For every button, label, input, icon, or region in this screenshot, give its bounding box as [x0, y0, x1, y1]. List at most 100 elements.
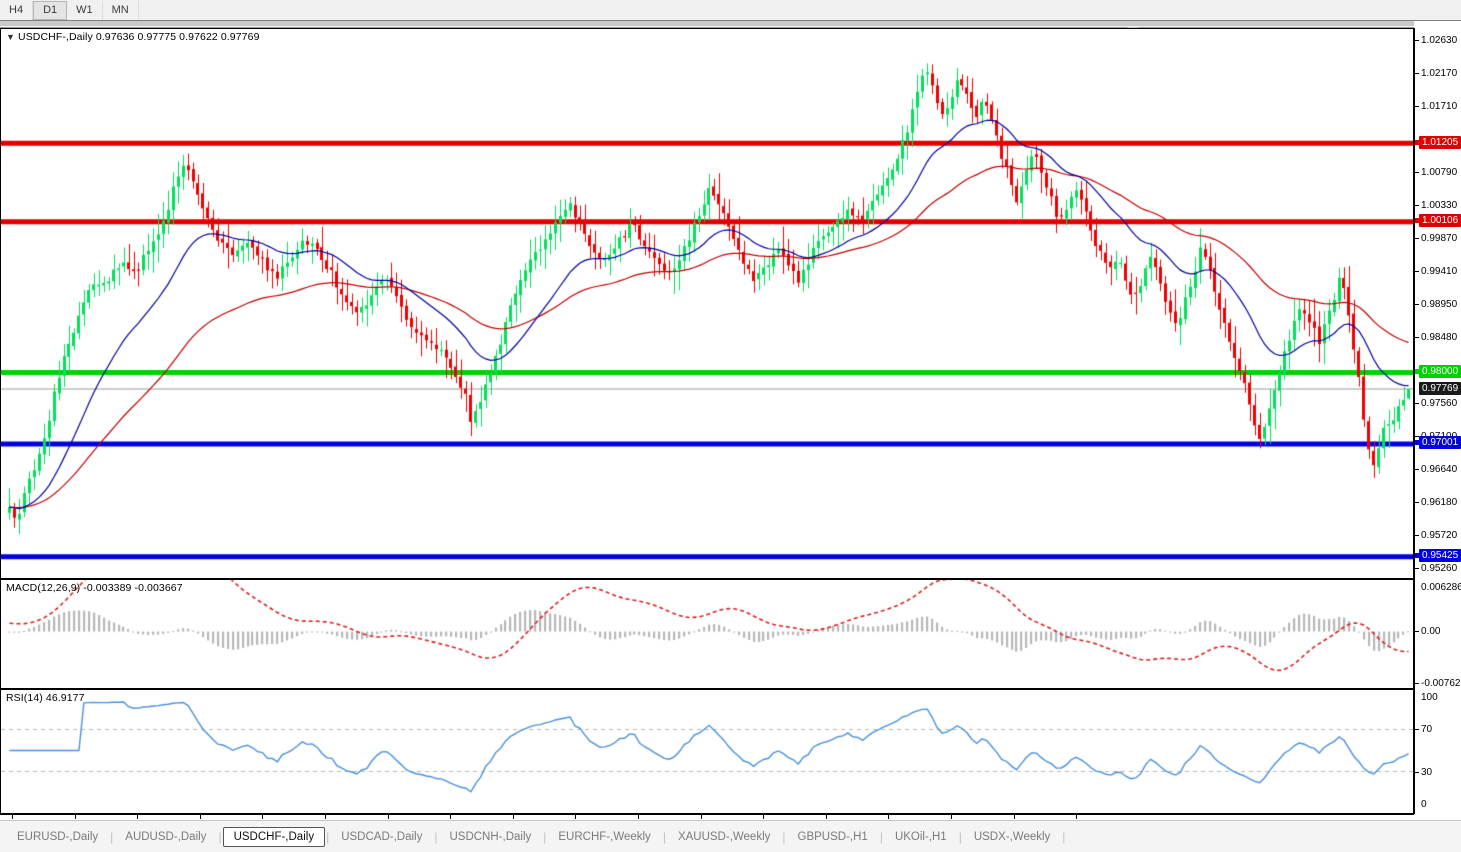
date-tick	[1076, 815, 1078, 819]
date-tick	[512, 815, 514, 819]
date-tick	[1013, 815, 1015, 819]
price-level-marker	[1415, 218, 1420, 224]
candlestick-canvas[interactable]	[1, 29, 1413, 578]
macd-tick: -0.00762	[1415, 678, 1461, 689]
price-level-label-red[interactable]: 1.00106	[1419, 214, 1461, 228]
price-tick: 0.97560	[1415, 398, 1461, 409]
date-tick	[199, 815, 201, 819]
symbol-tab-usdchf-daily[interactable]: USDCHF-,Daily	[222, 826, 326, 847]
macd-tick-label: 0.00	[1421, 625, 1441, 637]
scrollbar-thumb[interactable]	[0, 21, 1414, 26]
macd-tick: 0.006286	[1415, 582, 1461, 593]
price-tick-label: 0.98480	[1421, 332, 1458, 344]
triangle-down-icon[interactable]: ▼	[6, 32, 16, 42]
price-tick: 0.95720	[1415, 530, 1461, 541]
price-tick: 0.98950	[1415, 299, 1461, 310]
price-level-label-blue[interactable]: 0.97001	[1419, 436, 1461, 450]
price-tick: 0.97100	[1415, 431, 1461, 442]
chart-symbol-ohlc: USDCHF-,Daily 0.97636 0.97775 0.97622 0.…	[18, 31, 260, 43]
price-tick-label: 0.95260	[1421, 562, 1458, 574]
price-tick: 0.96640	[1415, 464, 1461, 475]
chart-area: ▼ USDCHF-,Daily 0.97636 0.97775 0.97622 0…	[0, 20, 1461, 841]
symbol-tab-usdcnh-daily[interactable]: USDCNH-,Daily	[449, 830, 532, 843]
price-level-marker	[1415, 139, 1420, 145]
tab-separator: |	[326, 829, 330, 844]
tab-separator: |	[662, 829, 666, 844]
price-level-marker	[1415, 440, 1420, 446]
symbol-tab-eurusd-daily[interactable]: EURUSD-,Daily	[17, 830, 99, 843]
date-tick	[575, 815, 577, 819]
tab-separator: |	[543, 829, 547, 844]
price-level-label-green[interactable]: 0.98000	[1419, 364, 1461, 378]
tab-separator: |	[958, 829, 962, 844]
price-tick: 0.98480	[1415, 332, 1461, 343]
date-tick	[137, 815, 139, 819]
timeframe-button-w1[interactable]: W1	[67, 0, 103, 20]
date-tick	[638, 815, 639, 819]
rsi-tick: 0	[1415, 799, 1461, 810]
rsi-canvas[interactable]	[1, 690, 1413, 813]
symbol-tab-audusd-daily[interactable]: AUDUSD-,Daily	[125, 830, 207, 843]
timeframe-button-h4[interactable]: H4	[0, 0, 34, 20]
rsi-tick-label: 100	[1421, 692, 1438, 703]
tab-separator: |	[879, 829, 883, 844]
price-tick-label: 0.96640	[1421, 463, 1458, 475]
rsi-tick: 30	[1415, 767, 1461, 778]
price-level-label-black[interactable]: 0.97769	[1419, 381, 1461, 395]
price-tick-label: 1.02630	[1421, 35, 1458, 47]
price-tick-label: 0.98950	[1421, 298, 1458, 310]
tab-separator: |	[434, 829, 438, 844]
macd-pane[interactable]: MACD(12,26,9) -0.003389 -0.003667	[0, 579, 1414, 689]
date-tick	[951, 815, 952, 819]
date-tick	[763, 815, 765, 819]
tab-separator: |	[782, 829, 786, 844]
tab-separator: |	[1062, 829, 1066, 844]
macd-tick-label: 0.006286	[1421, 582, 1461, 594]
rsi-tick-label: 30	[1421, 766, 1433, 778]
timeframe-toolbar: H4 D1 W1 MN	[0, 0, 1461, 21]
price-tick: 1.02630	[1415, 35, 1461, 46]
symbol-tab-gbpusd-h1[interactable]: GBPUSD-,H1	[797, 830, 868, 843]
price-tick: 1.00790	[1415, 167, 1461, 178]
price-tick-label: 0.95720	[1421, 529, 1458, 541]
horizontal-scrollbar[interactable]	[0, 21, 1414, 28]
rsi-pane[interactable]: RSI(14) 46.9177	[0, 689, 1414, 814]
price-tick-label: 1.02170	[1421, 68, 1458, 80]
date-tick	[387, 815, 389, 819]
price-level-marker	[1415, 368, 1420, 374]
date-tick	[450, 815, 452, 819]
symbol-tab-eurchf-weekly[interactable]: EURCHF-,Weekly	[558, 830, 651, 843]
price-level-label-blue[interactable]: 0.95425	[1419, 549, 1461, 563]
chart-header-label: ▼ USDCHF-,Daily 0.97636 0.97775 0.97622 0…	[6, 31, 260, 43]
symbol-tab-usdcad-daily[interactable]: USDCAD-,Daily	[341, 830, 423, 843]
rsi-tick: 100	[1415, 692, 1461, 703]
rsi-tick-label: 0	[1421, 799, 1427, 810]
price-tick-label: 1.00330	[1421, 199, 1458, 211]
macd-tick: 0.00	[1415, 626, 1461, 637]
price-tick-label: 0.97560	[1421, 397, 1458, 409]
macd-tick-label: -0.00762	[1421, 677, 1461, 689]
symbol-tab-xauusd-weekly[interactable]: XAUUSD-,Weekly	[677, 830, 771, 843]
tab-separator: |	[110, 829, 114, 844]
date-tick	[74, 815, 76, 819]
date-tick	[825, 815, 827, 819]
macd-label: MACD(12,26,9) -0.003389 -0.003667	[6, 582, 183, 594]
price-scale[interactable]: 1.02630 1.02170 1.01710 1.00790 1.00330 0.998…	[1414, 28, 1461, 814]
symbol-tab-usdx-weekly[interactable]: USDX-,Weekly	[973, 830, 1051, 843]
price-tick-label: 0.99410	[1421, 265, 1458, 277]
rsi-tick-label: 70	[1421, 724, 1433, 736]
price-level-label-red[interactable]: 1.01205	[1419, 135, 1461, 149]
price-tick-label: 0.99870	[1421, 232, 1458, 244]
price-pane[interactable]: ▼ USDCHF-,Daily 0.97636 0.97775 0.97622 0…	[0, 28, 1414, 579]
date-tick	[262, 815, 264, 819]
price-tick: 0.99870	[1415, 233, 1461, 244]
macd-canvas[interactable]	[1, 580, 1413, 688]
price-tick-label: 1.01710	[1421, 100, 1458, 112]
rsi-tick: 70	[1415, 724, 1461, 735]
price-tick-label: 0.97100	[1421, 431, 1457, 442]
timeframe-button-d1[interactable]: D1	[33, 0, 68, 20]
rsi-label: RSI(14) 46.9177	[6, 692, 85, 704]
symbol-tab-ukoil-h1[interactable]: UKOil-,H1	[894, 830, 947, 843]
timeframe-button-mn[interactable]: MN	[103, 0, 139, 20]
